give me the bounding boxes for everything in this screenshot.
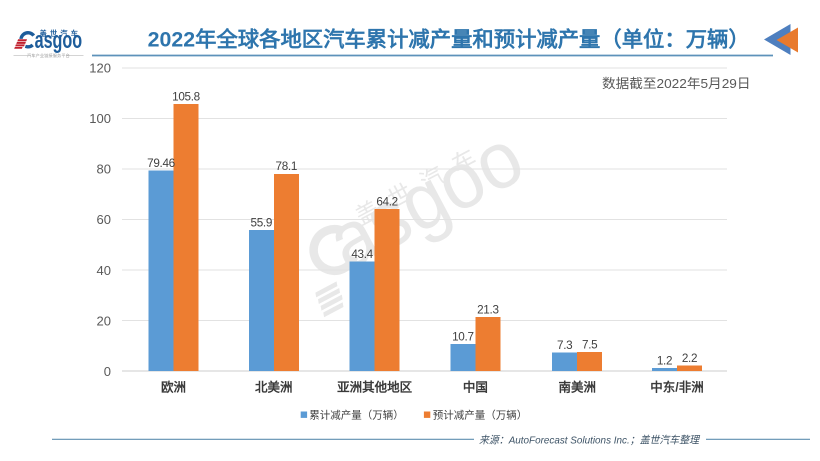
svg-text:120: 120 (89, 61, 111, 76)
svg-text:60: 60 (97, 212, 111, 227)
svg-text:盖世汽车: 盖世汽车 (40, 29, 82, 38)
svg-text:亚洲其他地区: 亚洲其他地区 (337, 380, 413, 395)
svg-text:7.5: 7.5 (582, 339, 598, 352)
svg-text:55.9: 55.9 (251, 216, 273, 229)
svg-text:80: 80 (97, 162, 111, 177)
svg-text:2022年全球各地区汽车累计减产量和预计减产量（单位：万辆）: 2022年全球各地区汽车累计减产量和预计减产量（单位：万辆） (148, 28, 750, 52)
svg-text:南美洲: 南美洲 (558, 380, 596, 395)
svg-text:累计减产量（万辆）: 累计减产量（万辆） (309, 408, 404, 421)
svg-text:0: 0 (104, 364, 111, 379)
svg-text:100: 100 (89, 111, 111, 126)
svg-text:1.2: 1.2 (657, 354, 672, 367)
svg-text:79.46: 79.46 (147, 157, 175, 170)
svg-text:欧洲: 欧洲 (161, 380, 186, 395)
svg-text:中国: 中国 (463, 380, 488, 395)
svg-text:40: 40 (97, 263, 111, 278)
svg-text:10.7: 10.7 (452, 330, 474, 343)
svg-text:105.8: 105.8 (172, 90, 200, 103)
svg-text:汽车产业链接服务平台: 汽车产业链接服务平台 (27, 52, 70, 59)
svg-text:预计减产量（万辆）: 预计减产量（万辆） (433, 408, 528, 421)
svg-text:来源：AutoForecast Solutions Inc.: 来源：AutoForecast Solutions Inc.；盖世汽车整理 (479, 435, 700, 447)
svg-text:asgoo: asgoo (313, 112, 537, 287)
svg-text:43.4: 43.4 (351, 248, 373, 261)
svg-text:20: 20 (97, 313, 111, 328)
svg-text:2.2: 2.2 (682, 352, 697, 365)
svg-text:64.2: 64.2 (376, 195, 398, 208)
svg-text:北美洲: 北美洲 (255, 380, 293, 395)
svg-text:21.3: 21.3 (477, 304, 499, 317)
svg-text:中东/非洲: 中东/非洲 (650, 380, 703, 395)
svg-text:数据截至2022年5月29日: 数据截至2022年5月29日 (602, 76, 751, 91)
svg-text:78.1: 78.1 (276, 160, 298, 173)
svg-text:asgoo: asgoo (35, 27, 83, 54)
svg-text:7.3: 7.3 (557, 339, 572, 352)
